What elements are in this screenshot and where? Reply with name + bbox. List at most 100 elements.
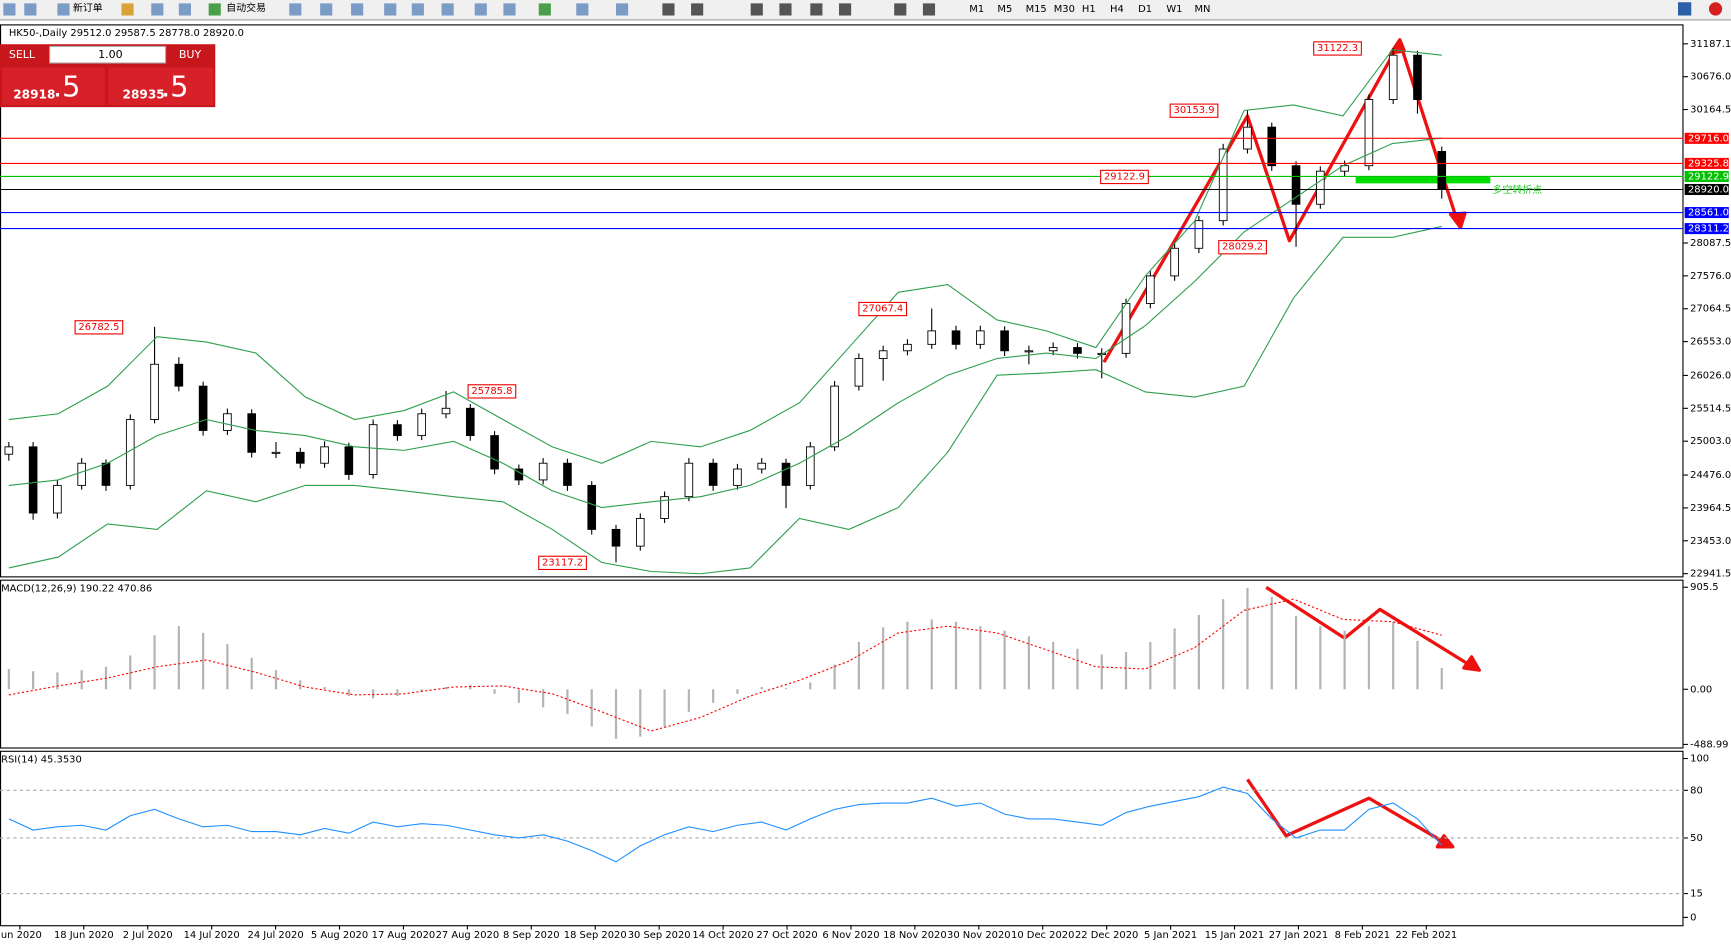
annotation-box (1313, 41, 1362, 56)
macd-bar (687, 689, 690, 712)
macd-bar (906, 621, 909, 690)
candle-body (77, 462, 86, 486)
indicator-line (8, 137, 1442, 509)
macd-bar (177, 626, 180, 690)
price-level-box (1684, 183, 1729, 196)
candle-body (1170, 247, 1179, 277)
x-tick-label: 30 Sep 2020 (628, 930, 691, 941)
x-tick-label: 10 Dec 2020 (1011, 930, 1074, 941)
macd-bar (1124, 652, 1128, 690)
toolbar-new-order[interactable]: 新订单 (73, 1, 103, 14)
macd-bar (1149, 641, 1152, 690)
candle-body (611, 528, 621, 547)
price-annotation: 28029.2 (1222, 242, 1263, 253)
candle-body (320, 446, 329, 464)
price-level-label: 28561.0 (1688, 208, 1729, 219)
annotation-box (1218, 240, 1267, 255)
price-level-label: 29325.8 (1688, 158, 1729, 169)
candle-body (878, 350, 888, 359)
candle-body (247, 413, 257, 453)
macd-bar (347, 689, 350, 697)
macd-bar (517, 689, 520, 703)
candle-body (53, 484, 62, 514)
price-level-label: 28311.2 (1688, 224, 1729, 235)
macd-bar (882, 627, 885, 690)
candle-body (733, 468, 742, 486)
y-tick-label: 24476.0 (1690, 470, 1731, 481)
timeframe-button[interactable]: D1 (1138, 4, 1152, 15)
timeframe-button[interactable]: M1 (969, 4, 984, 15)
candle-body (490, 435, 499, 470)
candle-body (344, 446, 354, 475)
candle-body (757, 462, 767, 470)
x-tick-label: 30 Nov 2020 (947, 930, 1011, 941)
candle-body (1291, 165, 1301, 205)
x-tick-label: 18 Nov 2020 (883, 930, 947, 941)
macd-bar (736, 689, 739, 694)
candle-body (1267, 126, 1277, 167)
buy-price[interactable]: 28935 (123, 87, 165, 101)
macd-bar (202, 632, 205, 690)
y-tick-label: 905.5 (1690, 582, 1718, 593)
buy-button[interactable]: BUY (179, 48, 202, 61)
candle-body (1146, 275, 1155, 304)
macd-bar (930, 619, 933, 690)
price-level-box (1684, 157, 1729, 169)
macd-bar (493, 689, 496, 694)
x-tick-label: 14 Oct 2020 (692, 930, 753, 941)
annotation-box (467, 384, 517, 399)
macd-bar (1294, 616, 1298, 690)
x-tick-label: 5 Aug 2020 (311, 930, 368, 941)
sell-pips[interactable]: .5 (53, 69, 80, 103)
y-tick-label: 27576.0 (1690, 271, 1731, 282)
candle-body (1000, 330, 1009, 352)
candle-body (854, 358, 864, 387)
indicator-line (8, 49, 1442, 464)
macd-bar (1052, 641, 1055, 690)
candle-body (368, 424, 378, 475)
macd-bar (1173, 628, 1176, 690)
timeframe-button[interactable]: W1 (1166, 4, 1182, 15)
timeframe-button[interactable]: M30 (1054, 4, 1075, 15)
candle-body (1073, 347, 1082, 354)
price-annotation: 29122.9 (1104, 171, 1145, 182)
macd-bar (1027, 636, 1030, 690)
timeframe-button[interactable]: MN (1194, 4, 1210, 15)
price-annotation: 26782.5 (78, 322, 119, 333)
macd-bar (1197, 614, 1200, 690)
y-tick-label: 28087.5 (1690, 238, 1731, 249)
sell-button[interactable]: SELL (9, 48, 36, 61)
timeframes: M1 M5 M15 M30 H1 H4 D1 W1 MN (969, 4, 1210, 15)
timeframe-button[interactable]: H1 (1082, 4, 1096, 15)
buy-pips[interactable]: .5 (161, 69, 188, 103)
candle-body (4, 446, 14, 455)
sell-price[interactable]: 28918 (13, 87, 55, 101)
price-annotation: 25785.8 (471, 386, 512, 397)
macd-bar (1343, 630, 1346, 690)
macd-bar (7, 669, 10, 690)
toolbar-auto-trade[interactable]: 自动交易 (226, 1, 266, 14)
x-tick-label: 27 Aug 2020 (436, 930, 500, 941)
x-tick-label: 27 Oct 2020 (756, 930, 817, 941)
y-tick-label: 26026.0 (1690, 370, 1731, 381)
price-annotation: 30153.9 (1174, 105, 1215, 116)
macd-bar (542, 689, 545, 708)
price-annotation: 27067.4 (862, 304, 903, 315)
indicator-line (8, 225, 1442, 575)
lot-size[interactable]: 1.00 (98, 48, 123, 61)
timeframe-button[interactable]: H4 (1110, 4, 1124, 15)
timeframe-button[interactable]: M15 (1026, 4, 1047, 15)
macd-bar (396, 689, 399, 697)
candle-body (635, 518, 645, 547)
x-tick-label: Jun 2020 (0, 930, 42, 941)
y-tick-label: 27064.5 (1690, 304, 1731, 315)
macd-bar (1076, 648, 1079, 690)
macd-bar (153, 635, 156, 690)
macd-bar (1003, 630, 1006, 690)
candle-body (1437, 151, 1447, 190)
timeframe-button[interactable]: M5 (997, 4, 1012, 15)
macd-bar (954, 621, 958, 690)
candle-body (1121, 303, 1131, 354)
